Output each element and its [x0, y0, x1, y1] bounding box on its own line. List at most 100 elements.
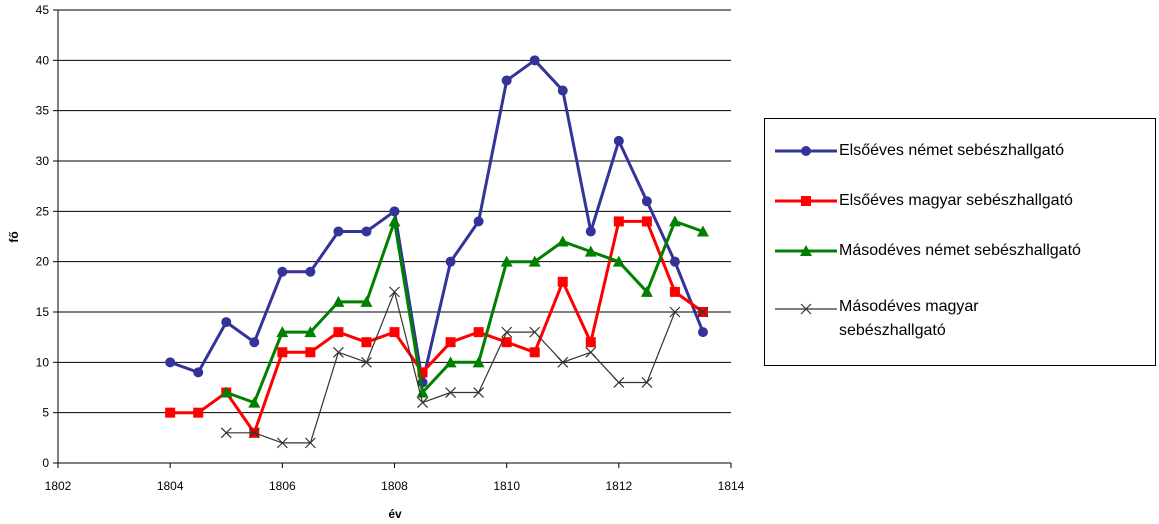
- data-point-2: [529, 347, 540, 358]
- data-point-2: [361, 337, 372, 348]
- data-point-4: [529, 326, 541, 338]
- data-point-3: [668, 215, 681, 227]
- data-point-3: [360, 295, 373, 307]
- data-point-2: [501, 337, 512, 348]
- series-1: [165, 55, 708, 388]
- data-point-3: [640, 285, 653, 297]
- data-point-3: [332, 295, 345, 307]
- data-point-4: [304, 437, 316, 449]
- data-point-3: [444, 356, 457, 368]
- y-tick-label: 10: [36, 355, 50, 369]
- data-point-1: [641, 196, 652, 207]
- data-point-2: [333, 327, 344, 338]
- series-4: [220, 286, 709, 449]
- series-3: [220, 215, 709, 408]
- legend-marker: [801, 146, 811, 156]
- y-tick-label: 35: [36, 104, 50, 118]
- series-group: [165, 55, 709, 449]
- data-point-3: [276, 326, 289, 338]
- data-point-2: [473, 327, 484, 338]
- data-point-3: [472, 356, 485, 368]
- legend-item-3: Másodéves német sebészhallgató: [775, 231, 1139, 271]
- data-point-1: [501, 75, 512, 86]
- x-tick-label: 1812: [605, 479, 632, 493]
- data-point-1: [389, 206, 400, 217]
- x-tick-label: 1804: [157, 479, 184, 493]
- data-point-4: [585, 346, 597, 358]
- data-point-4: [697, 306, 709, 318]
- data-point-1: [473, 216, 484, 227]
- tick-labels: 0 5 10 15 20 25 30 35 40 45 1802 1804 1806 1808 1810 18…: [36, 3, 745, 493]
- y-tick-label: 15: [36, 305, 50, 319]
- data-point-1: [669, 256, 680, 267]
- data-point-1: [697, 327, 708, 338]
- data-point-2: [445, 337, 456, 348]
- y-tick-label: 25: [36, 204, 50, 218]
- data-point-2: [669, 286, 680, 297]
- data-point-1: [529, 55, 540, 66]
- x-tick-label: 1802: [45, 479, 72, 493]
- y-tick-label: 40: [36, 53, 50, 67]
- data-point-3: [304, 326, 317, 338]
- data-point-1: [333, 226, 344, 237]
- data-point-4: [276, 437, 288, 449]
- data-point-2: [165, 407, 176, 418]
- data-point-2: [305, 347, 316, 358]
- legend-label-2: Elsőéves magyar sebészhallgató: [839, 192, 1073, 209]
- x-axis-title: év: [388, 507, 402, 521]
- data-point-1: [445, 256, 456, 267]
- legend-swatch-2: [775, 196, 837, 206]
- data-point-4: [641, 377, 653, 388]
- data-point-2: [613, 216, 624, 227]
- data-point-4: [613, 377, 625, 388]
- legend-marker: [800, 245, 812, 256]
- legend-swatch-3: [775, 245, 837, 256]
- data-point-1: [193, 367, 204, 378]
- data-point-4: [557, 356, 569, 368]
- data-point-4: [669, 306, 681, 318]
- data-point-1: [613, 135, 624, 146]
- data-point-4: [473, 387, 485, 398]
- y-tick-label: 45: [36, 3, 50, 17]
- data-point-4: [445, 387, 457, 398]
- y-axis-title: fő: [7, 231, 21, 242]
- legend: Elsőéves német sebészhallgató Elsőéves m…: [764, 118, 1156, 366]
- data-point-4: [361, 356, 372, 368]
- data-point-1: [249, 337, 260, 348]
- data-point-4: [248, 427, 260, 439]
- data-point-3: [612, 255, 625, 267]
- legend-swatch-1: [775, 146, 837, 156]
- data-point-3: [248, 396, 261, 408]
- data-point-1: [361, 226, 372, 237]
- data-point-2: [417, 367, 428, 378]
- legend-label-1: Elsőéves német sebészhallgató: [839, 142, 1065, 159]
- legend-marker: [801, 196, 811, 206]
- series-line-3: [225, 219, 704, 405]
- y-tick-label: 0: [42, 456, 49, 470]
- y-tick-label: 30: [36, 154, 50, 168]
- data-point-1: [277, 266, 288, 277]
- x-tick-label: 1808: [381, 479, 408, 493]
- legend-item-2: Elsőéves magyar sebészhallgató: [775, 181, 1139, 221]
- data-point-3: [556, 235, 569, 247]
- line-chart: 0 5 10 15 20 25 30 35 40 45 1802 1804 1806 1808 1810 18…: [7, 3, 745, 521]
- data-point-3: [388, 215, 401, 227]
- data-point-4: [220, 427, 232, 439]
- data-point-3: [528, 255, 541, 267]
- series-line-1: [169, 58, 705, 384]
- x-tick-label: 1814: [718, 479, 745, 493]
- legend-item-1: Elsőéves német sebészhallgató: [775, 131, 1139, 171]
- data-point-2: [585, 337, 596, 348]
- data-point-1: [165, 357, 176, 368]
- legend-swatch-4: [775, 303, 837, 315]
- y-tick-label: 20: [36, 255, 50, 269]
- data-point-3: [696, 225, 709, 237]
- series-line-2: [170, 219, 704, 435]
- data-point-4: [332, 346, 344, 358]
- legend-item-4: Másodéves magyar sebészhallgató: [775, 291, 1069, 347]
- x-tick-label: 1806: [269, 479, 296, 493]
- data-point-3: [220, 386, 233, 398]
- data-point-4: [501, 326, 513, 338]
- data-point-2: [277, 347, 288, 358]
- data-point-2: [389, 327, 400, 338]
